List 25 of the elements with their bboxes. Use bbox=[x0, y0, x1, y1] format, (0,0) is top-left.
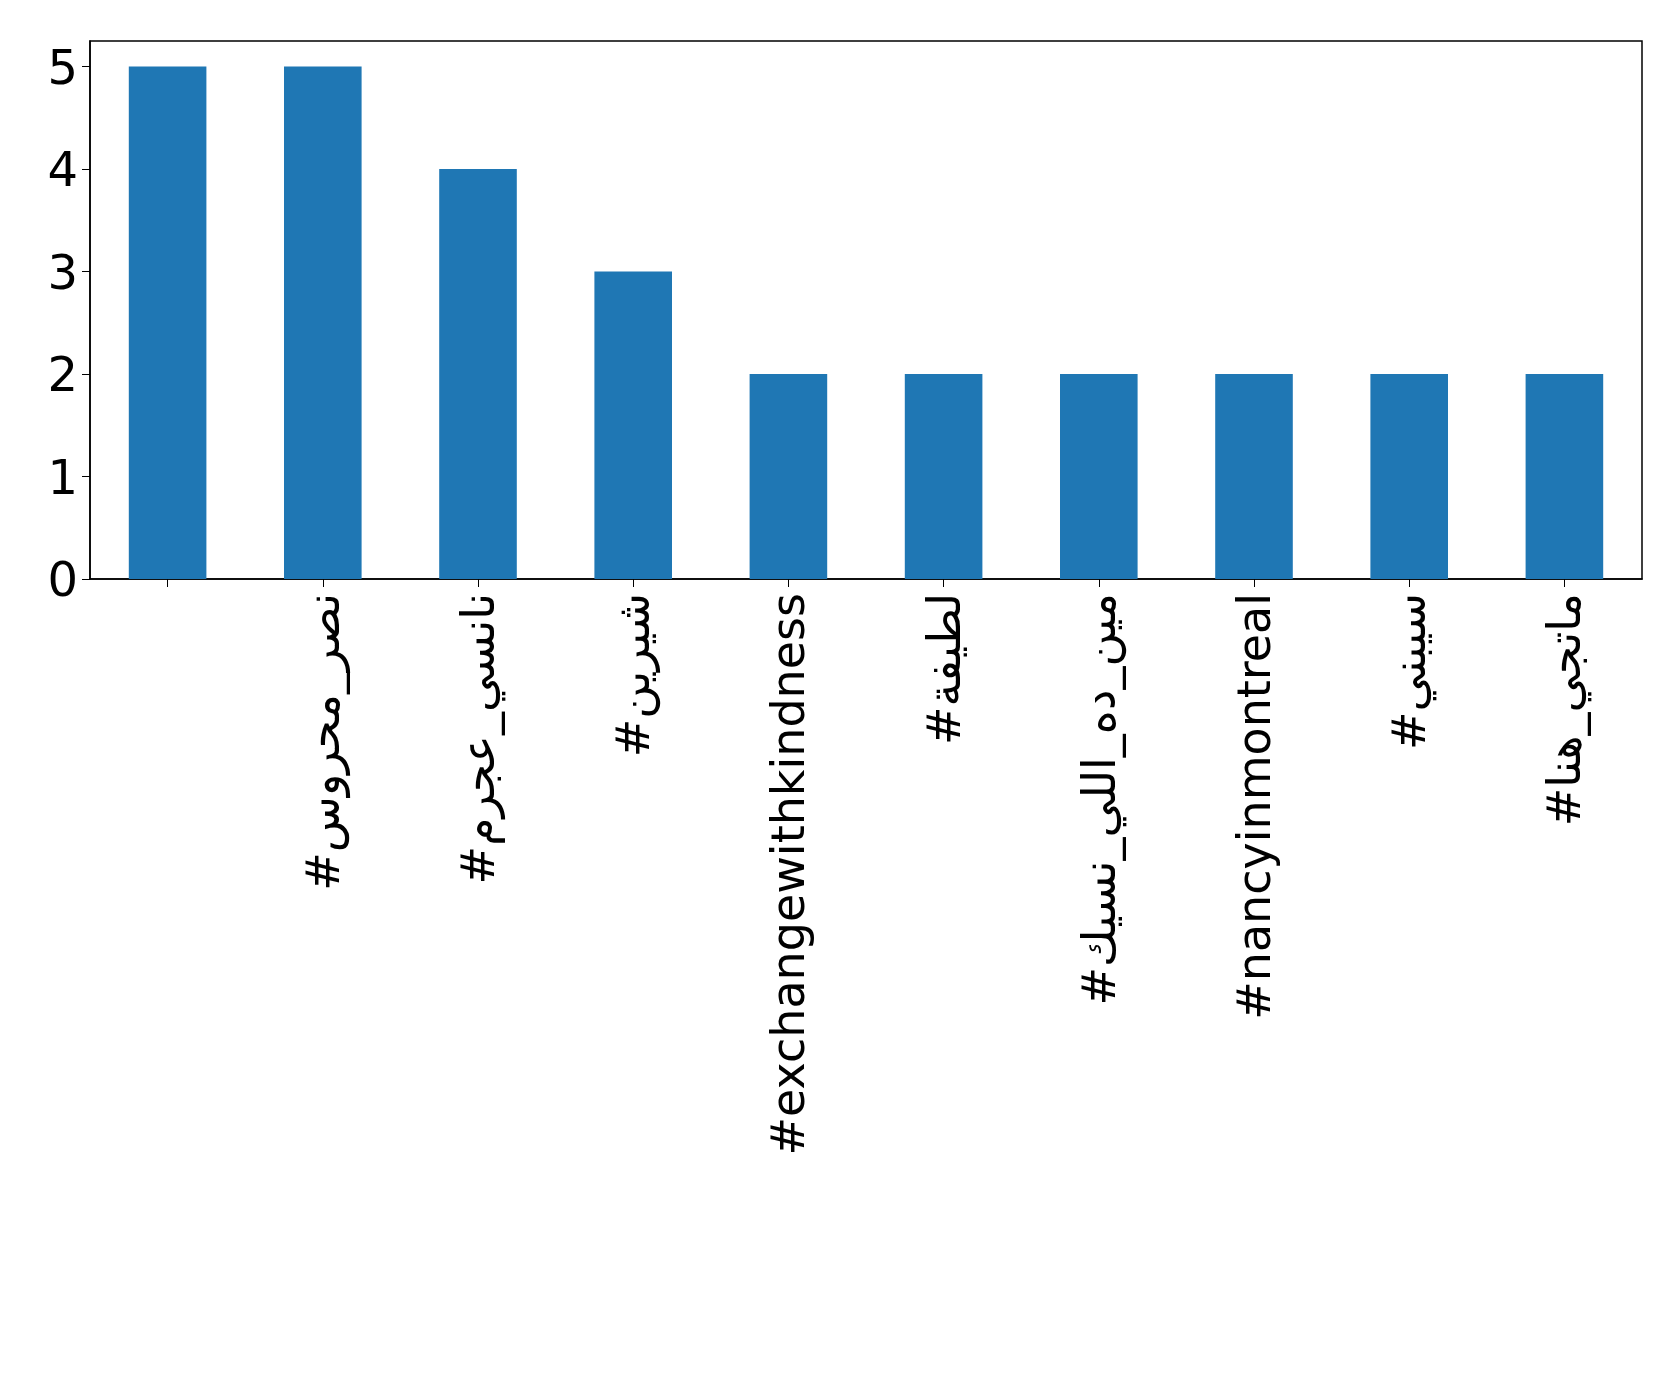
bar bbox=[904, 374, 983, 579]
x-tick-label: #نانسي_عجرم bbox=[451, 593, 506, 885]
y-tick-label: 1 bbox=[47, 448, 78, 505]
x-tick-label: #لطيفة bbox=[916, 593, 971, 746]
bar bbox=[594, 271, 672, 579]
x-tick-label: #شيرين bbox=[606, 593, 662, 758]
bar bbox=[1525, 374, 1604, 579]
y-tick-label: 0 bbox=[47, 551, 78, 607]
y-tick-label: 5 bbox=[47, 38, 78, 95]
x-tick-label: #سيبني bbox=[1382, 593, 1438, 751]
bar bbox=[128, 66, 207, 579]
bar bbox=[439, 169, 517, 579]
bar bbox=[1060, 374, 1138, 579]
x-tick-label: #مين_ده_اللي_نسيك bbox=[1071, 593, 1127, 1006]
x-tick-label: #exchangewithkindness bbox=[761, 593, 816, 1156]
x-tick-label: #ماتجي_هنا bbox=[1537, 593, 1593, 827]
y-tick-label: 3 bbox=[47, 243, 78, 300]
x-tick-label: #نصر_محروس bbox=[295, 593, 351, 891]
x-tick-label: #nancyinmontreal bbox=[1227, 593, 1281, 1020]
bar bbox=[284, 66, 362, 579]
y-tick-label: 2 bbox=[47, 346, 78, 403]
y-tick-label: 4 bbox=[47, 141, 78, 198]
bar bbox=[1370, 374, 1448, 579]
bar bbox=[1215, 374, 1293, 579]
bar bbox=[749, 374, 828, 579]
